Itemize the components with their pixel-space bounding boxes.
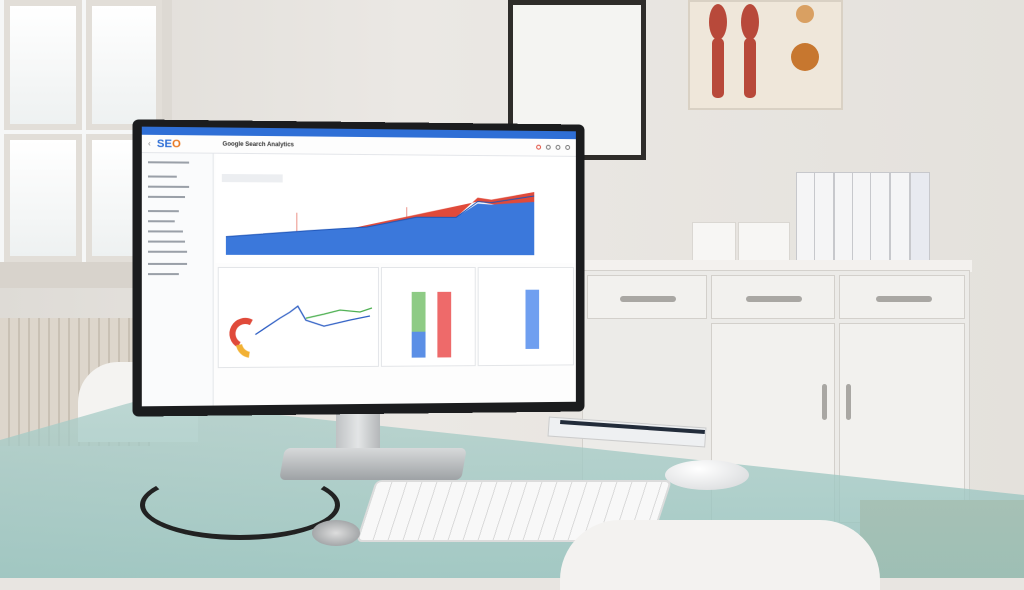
trend-panel [217, 266, 379, 369]
binder [870, 172, 890, 267]
cabinet-top [580, 260, 972, 272]
sidebar [141, 153, 214, 407]
storage-box [692, 222, 736, 264]
table-panel [380, 267, 476, 367]
alert-icon[interactable] [536, 144, 542, 150]
chair [560, 520, 880, 590]
logo: SEO [156, 137, 181, 150]
monitor: ‹ SEO Google Search Analytics [132, 119, 585, 417]
monitor-base [279, 448, 467, 480]
page-title: Google Search Analytics [222, 141, 294, 148]
binder [852, 172, 872, 267]
main-content [215, 153, 576, 406]
binder [796, 172, 816, 267]
traffic-chart [215, 153, 576, 264]
stethoscope-chestpiece [312, 520, 360, 546]
binder [834, 172, 854, 267]
settings-icon[interactable] [545, 144, 551, 150]
stethoscope [140, 470, 340, 540]
copy-icon[interactable] [555, 144, 561, 150]
anatomy-poster [688, 0, 843, 110]
binder [814, 172, 834, 267]
binder [890, 172, 910, 267]
binder [910, 172, 930, 267]
gear-icon[interactable] [565, 144, 571, 150]
keywords-panel [477, 267, 574, 367]
storage-box [738, 222, 790, 264]
mouse [665, 460, 749, 490]
back-icon[interactable]: ‹ [147, 138, 151, 149]
monitor-screen: ‹ SEO Google Search Analytics [141, 126, 576, 407]
